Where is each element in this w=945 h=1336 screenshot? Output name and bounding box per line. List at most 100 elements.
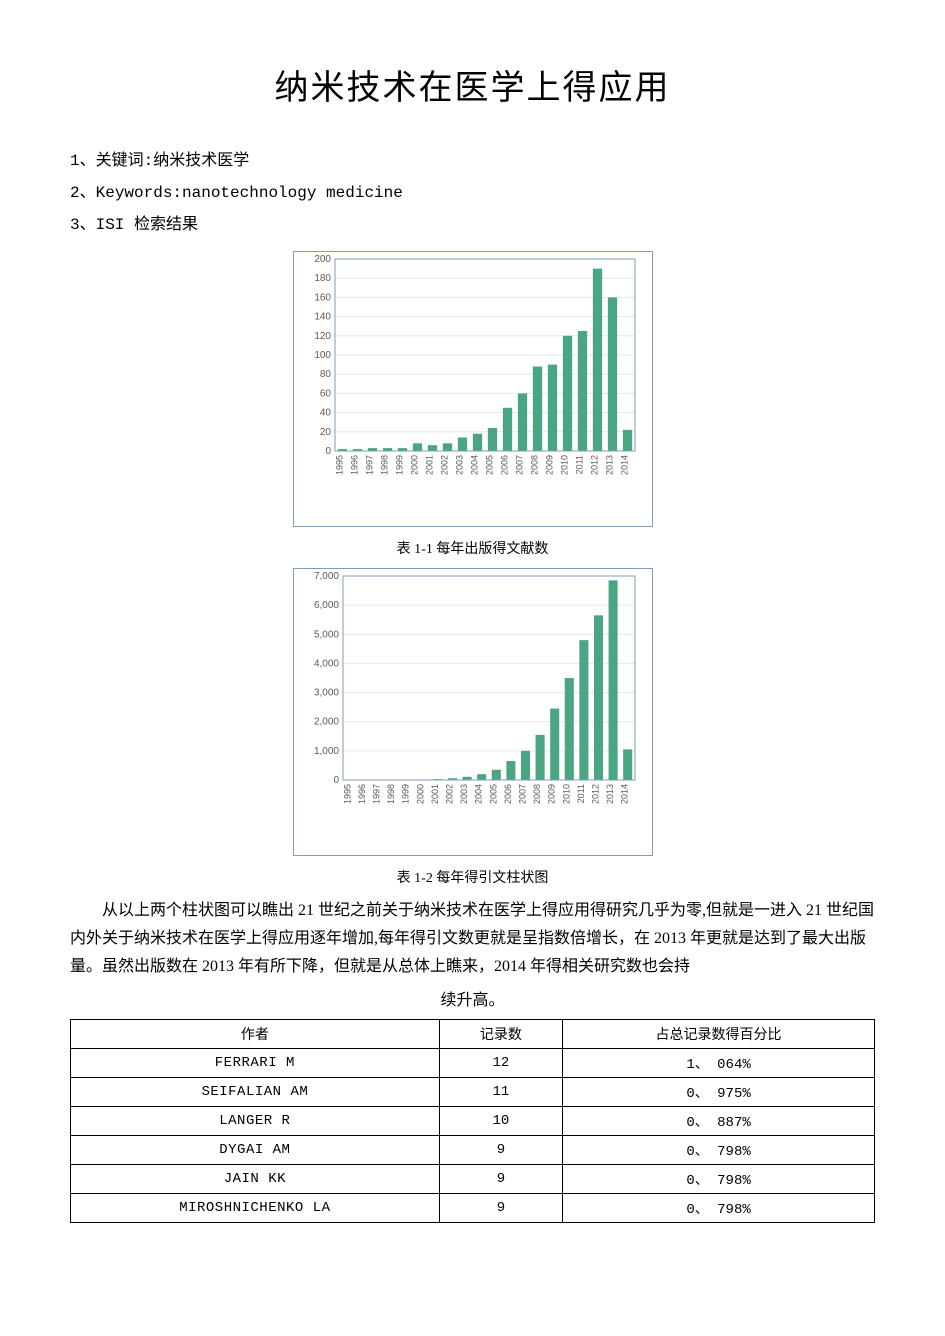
svg-text:0: 0 bbox=[333, 775, 339, 786]
svg-text:2007: 2007 bbox=[517, 784, 527, 804]
svg-text:1996: 1996 bbox=[349, 455, 359, 475]
svg-text:2012: 2012 bbox=[590, 784, 600, 804]
svg-text:2001: 2001 bbox=[424, 455, 434, 475]
svg-text:2002: 2002 bbox=[444, 784, 454, 804]
author-cell: MIROSHNICHENKO LA bbox=[71, 1194, 440, 1223]
pct-cell: 0、 798% bbox=[563, 1194, 875, 1223]
svg-text:3,000: 3,000 bbox=[313, 688, 338, 699]
chart-1-caption: 表 1-1 每年出版得文献数 bbox=[70, 538, 875, 558]
svg-text:1999: 1999 bbox=[394, 455, 404, 475]
pct-cell: 0、 798% bbox=[563, 1136, 875, 1165]
svg-text:1997: 1997 bbox=[364, 455, 374, 475]
table-row: FERRARI M121、 064% bbox=[71, 1049, 875, 1078]
analysis-paragraph-1: 从以上两个柱状图可以瞧出 21 世纪之前关于纳米技术在医学上得应用得研究几乎为零… bbox=[70, 897, 875, 981]
meta-line-2-prefix: 2、 bbox=[70, 184, 96, 202]
svg-text:2006: 2006 bbox=[499, 455, 509, 475]
count-cell: 10 bbox=[439, 1107, 562, 1136]
svg-text:2012: 2012 bbox=[589, 455, 599, 475]
chart-2-svg: 0 1,000 2,000 3,000 4,000 5,000 6,000 7,000 1995… bbox=[293, 568, 653, 856]
svg-text:2009: 2009 bbox=[544, 455, 554, 475]
table-row: MIROSHNICHENKO LA90、 798% bbox=[71, 1194, 875, 1223]
svg-text:2004: 2004 bbox=[473, 784, 483, 804]
meta-line-2: 2、Keywords:nanotechnology medicine bbox=[70, 177, 875, 209]
meta-line-2-en: Keywords:nanotechnology medicine bbox=[96, 184, 403, 202]
table-row: LANGER R100、 887% bbox=[71, 1107, 875, 1136]
svg-text:2007: 2007 bbox=[514, 455, 524, 475]
svg-text:200: 200 bbox=[314, 254, 331, 265]
svg-text:1,000: 1,000 bbox=[313, 746, 338, 757]
svg-text:180: 180 bbox=[314, 273, 331, 284]
svg-text:4,000: 4,000 bbox=[313, 658, 338, 669]
svg-text:2000: 2000 bbox=[409, 455, 419, 475]
svg-text:2013: 2013 bbox=[604, 455, 614, 475]
svg-text:1998: 1998 bbox=[386, 784, 396, 804]
svg-text:0: 0 bbox=[325, 446, 331, 457]
count-cell: 11 bbox=[439, 1078, 562, 1107]
svg-text:2010: 2010 bbox=[559, 455, 569, 475]
svg-text:2001: 2001 bbox=[429, 784, 439, 804]
svg-text:1995: 1995 bbox=[342, 784, 352, 804]
meta-line-3: 3、ISI 检索结果 bbox=[70, 209, 875, 241]
document-page: 纳米技术在医学上得应用 1、关键词:纳米技术医学 2、Keywords:nano… bbox=[0, 0, 945, 1263]
svg-text:2005: 2005 bbox=[484, 455, 494, 475]
pct-cell: 1、 064% bbox=[563, 1049, 875, 1078]
svg-text:2,000: 2,000 bbox=[313, 717, 338, 728]
svg-text:2009: 2009 bbox=[546, 784, 556, 804]
svg-text:1995: 1995 bbox=[334, 455, 344, 475]
svg-text:120: 120 bbox=[314, 331, 331, 342]
author-cell: SEIFALIAN AM bbox=[71, 1078, 440, 1107]
svg-text:1998: 1998 bbox=[379, 455, 389, 475]
svg-text:2003: 2003 bbox=[459, 784, 469, 804]
analysis-paragraph-2: 续升高。 bbox=[70, 987, 875, 1015]
svg-text:2000: 2000 bbox=[415, 784, 425, 804]
svg-text:2008: 2008 bbox=[532, 784, 542, 804]
count-cell: 9 bbox=[439, 1194, 562, 1223]
svg-text:7,000: 7,000 bbox=[313, 571, 338, 582]
chart-2-caption: 表 1-2 每年得引文柱状图 bbox=[70, 867, 875, 887]
meta-block: 1、关键词:纳米技术医学 2、Keywords:nanotechnology m… bbox=[70, 145, 875, 241]
svg-text:1999: 1999 bbox=[400, 784, 410, 804]
table-row: SEIFALIAN AM110、 975% bbox=[71, 1078, 875, 1107]
author-table: 作者 记录数 占总记录数得百分比 FERRARI M121、 064%SEIFA… bbox=[70, 1019, 875, 1223]
author-table-col-count: 记录数 bbox=[439, 1020, 562, 1049]
svg-text:2013: 2013 bbox=[605, 784, 615, 804]
page-title: 纳米技术在医学上得应用 bbox=[70, 60, 875, 109]
chart-2-wrap: 0 1,000 2,000 3,000 4,000 5,000 6,000 7,000 1995… bbox=[70, 568, 875, 887]
table-row: DYGAI AM90、 798% bbox=[71, 1136, 875, 1165]
svg-text:2008: 2008 bbox=[529, 455, 539, 475]
count-cell: 9 bbox=[439, 1136, 562, 1165]
svg-text:2003: 2003 bbox=[454, 455, 464, 475]
svg-text:1997: 1997 bbox=[371, 784, 381, 804]
author-cell: LANGER R bbox=[71, 1107, 440, 1136]
svg-text:20: 20 bbox=[319, 427, 331, 438]
svg-text:100: 100 bbox=[314, 350, 331, 361]
count-cell: 12 bbox=[439, 1049, 562, 1078]
author-cell: FERRARI M bbox=[71, 1049, 440, 1078]
svg-text:6,000: 6,000 bbox=[313, 600, 338, 611]
svg-text:60: 60 bbox=[319, 388, 331, 399]
author-cell: JAIN KK bbox=[71, 1165, 440, 1194]
svg-text:140: 140 bbox=[314, 312, 331, 323]
svg-text:80: 80 bbox=[319, 369, 331, 380]
svg-text:2014: 2014 bbox=[619, 784, 629, 804]
author-cell: DYGAI AM bbox=[71, 1136, 440, 1165]
chart-1-wrap: 0 20 40 60 80 100 120 140 160 180 200 1995 1996 1997 1… bbox=[70, 251, 875, 558]
chart-1-svg: 0 20 40 60 80 100 120 140 160 180 200 1995 1996 1997 1… bbox=[293, 251, 653, 527]
author-table-header-row: 作者 记录数 占总记录数得百分比 bbox=[71, 1020, 875, 1049]
svg-text:2004: 2004 bbox=[469, 455, 479, 475]
pct-cell: 0、 975% bbox=[563, 1078, 875, 1107]
author-table-col-author: 作者 bbox=[71, 1020, 440, 1049]
svg-text:2005: 2005 bbox=[488, 784, 498, 804]
svg-text:160: 160 bbox=[314, 292, 331, 303]
pct-cell: 0、 798% bbox=[563, 1165, 875, 1194]
svg-text:40: 40 bbox=[319, 408, 331, 419]
author-table-col-pct: 占总记录数得百分比 bbox=[563, 1020, 875, 1049]
svg-text:1996: 1996 bbox=[356, 784, 366, 804]
svg-text:5,000: 5,000 bbox=[313, 629, 338, 640]
svg-text:2014: 2014 bbox=[619, 455, 629, 475]
svg-text:2011: 2011 bbox=[574, 455, 584, 474]
svg-text:2002: 2002 bbox=[439, 455, 449, 475]
pct-cell: 0、 887% bbox=[563, 1107, 875, 1136]
count-cell: 9 bbox=[439, 1165, 562, 1194]
svg-text:2006: 2006 bbox=[502, 784, 512, 804]
